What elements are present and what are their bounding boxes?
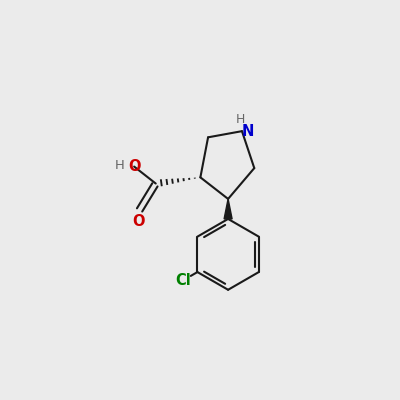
Text: H: H (236, 113, 245, 126)
Text: O: O (128, 159, 140, 174)
Polygon shape (224, 199, 232, 219)
Text: N: N (242, 124, 254, 139)
Text: Cl: Cl (175, 273, 191, 288)
Text: O: O (132, 214, 145, 229)
Text: H: H (114, 159, 124, 172)
